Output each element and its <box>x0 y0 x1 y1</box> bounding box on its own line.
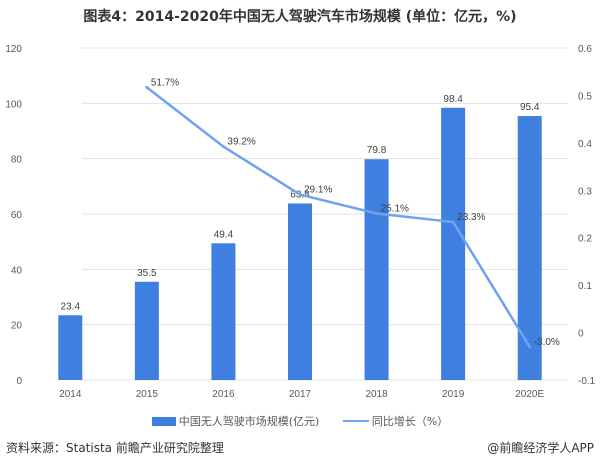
bar-value-label: 49.4 <box>214 229 234 240</box>
line-point <box>145 85 149 89</box>
right-tick-label: 0 <box>578 329 584 340</box>
source-note: 资料来源：Statista 前瞻产业研究院整理 <box>6 441 224 455</box>
legend-line-label: 同比增长（%） <box>371 415 449 428</box>
left-tick-label: 120 <box>5 44 22 55</box>
left-tick-label: 40 <box>11 265 23 276</box>
line-point <box>298 193 302 197</box>
line-point <box>451 220 455 224</box>
legend: 中国无人驾驶市场规模(亿元) 同比增长（%） <box>0 413 600 429</box>
x-tick-label: 2020E <box>515 389 544 400</box>
line-value-label: 25.1% <box>381 204 409 215</box>
x-tick-label: 2015 <box>136 389 159 400</box>
bar <box>288 203 312 380</box>
right-tick-label: 0.6 <box>578 44 592 55</box>
right-tick-label: 0.5 <box>578 91 592 102</box>
x-tick-label: 2014 <box>59 389 82 400</box>
bar <box>134 281 159 380</box>
bar-value-label: 79.8 <box>367 145 387 156</box>
right-tick-label: -0.1 <box>578 376 596 387</box>
right-tick-label: 0.1 <box>578 281 592 292</box>
legend-line-swatch <box>342 420 369 422</box>
bar-value-label: 35.5 <box>137 268 157 279</box>
line-value-label: 23.3% <box>457 212 485 223</box>
line-value-label: 29.1% <box>304 185 332 196</box>
line-point <box>375 212 379 216</box>
x-tick-label: 2019 <box>442 389 465 400</box>
bar <box>364 159 389 380</box>
chart-title: 图表4：2014-2020年中国无人驾驶汽车市场规模 (单位：亿元，%) <box>83 9 517 25</box>
bar-value-label: 98.4 <box>443 94 463 105</box>
growth-line <box>146 86 531 348</box>
bar-value-label: 95.4 <box>520 102 540 113</box>
x-tick-label: 2016 <box>212 389 235 400</box>
left-tick-label: 0 <box>16 376 22 387</box>
line-point <box>528 345 532 349</box>
x-tick-label: 2018 <box>365 389 388 400</box>
left-tick-label: 60 <box>11 210 23 221</box>
line-value-label: 51.7% <box>151 77 179 88</box>
bar <box>58 315 83 380</box>
x-tick-label: 2017 <box>289 389 312 400</box>
legend-bar-swatch <box>151 416 176 426</box>
line-value-label: -3.0% <box>534 337 560 348</box>
line-value-label: 39.2% <box>227 137 255 148</box>
bar <box>211 243 236 380</box>
legend-bar-label: 中国无人驾驶市场规模(亿元) <box>178 415 320 428</box>
right-tick-label: 0.2 <box>578 234 592 245</box>
brand-credit: @前瞻经济学人APP <box>487 441 594 455</box>
line-point <box>221 145 225 149</box>
bar <box>441 107 466 380</box>
right-tick-label: 0.4 <box>578 139 592 150</box>
left-tick-label: 20 <box>11 321 23 332</box>
left-tick-label: 80 <box>11 155 23 166</box>
left-tick-label: 100 <box>5 99 22 110</box>
bar-value-label: 23.4 <box>61 301 81 312</box>
right-tick-label: 0.3 <box>578 186 592 197</box>
